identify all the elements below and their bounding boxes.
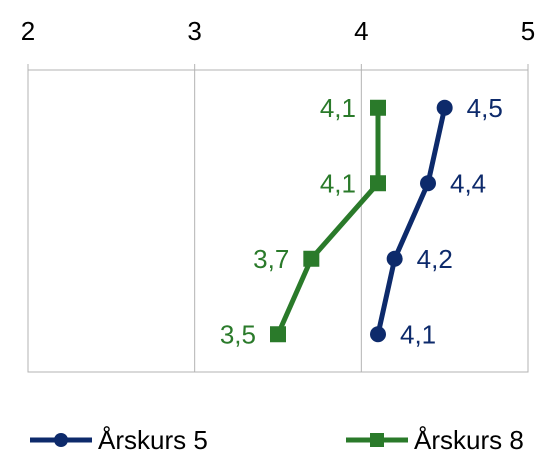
legend: Årskurs 5 Årskurs 8	[0, 420, 546, 460]
series-line	[275, 107, 381, 336]
x-tick-label: 5	[521, 16, 535, 46]
data-point	[420, 175, 436, 192]
legend-marker-arskurs-5	[30, 433, 92, 447]
x-tick-label: 2	[21, 16, 35, 46]
x-tick-label: 4	[354, 16, 368, 46]
data-label: 4,1	[320, 93, 356, 123]
data-point	[436, 99, 453, 116]
line-chart: 2 3 4 5 4,5 4,4 4,2 4,1 4,1 4,1 3,7 3,5	[21, 16, 535, 373]
data-label: 4,1	[320, 168, 356, 198]
data-label: 3,7	[253, 244, 289, 274]
series-line	[375, 107, 448, 335]
data-point	[370, 175, 386, 192]
data-label: 4,2	[417, 244, 453, 274]
data-point	[386, 250, 403, 267]
data-point	[370, 99, 386, 116]
data-point	[303, 250, 320, 267]
data-label: 4,1	[400, 319, 436, 349]
data-label: 4,4	[450, 168, 486, 198]
data-point	[370, 326, 386, 343]
legend-item-arskurs-8: Årskurs 8	[344, 420, 524, 460]
legend-marker-arskurs-8	[346, 433, 408, 447]
legend-label-arskurs-8: Årskurs 8	[414, 424, 524, 455]
data-point	[270, 326, 286, 343]
legend-item-arskurs-5: Årskurs 5	[28, 420, 208, 460]
legend-label-arskurs-5: Årskurs 5	[98, 424, 208, 455]
data-label: 3,5	[220, 319, 256, 349]
x-tick-label: 3	[187, 16, 201, 46]
data-label: 4,5	[467, 93, 503, 123]
